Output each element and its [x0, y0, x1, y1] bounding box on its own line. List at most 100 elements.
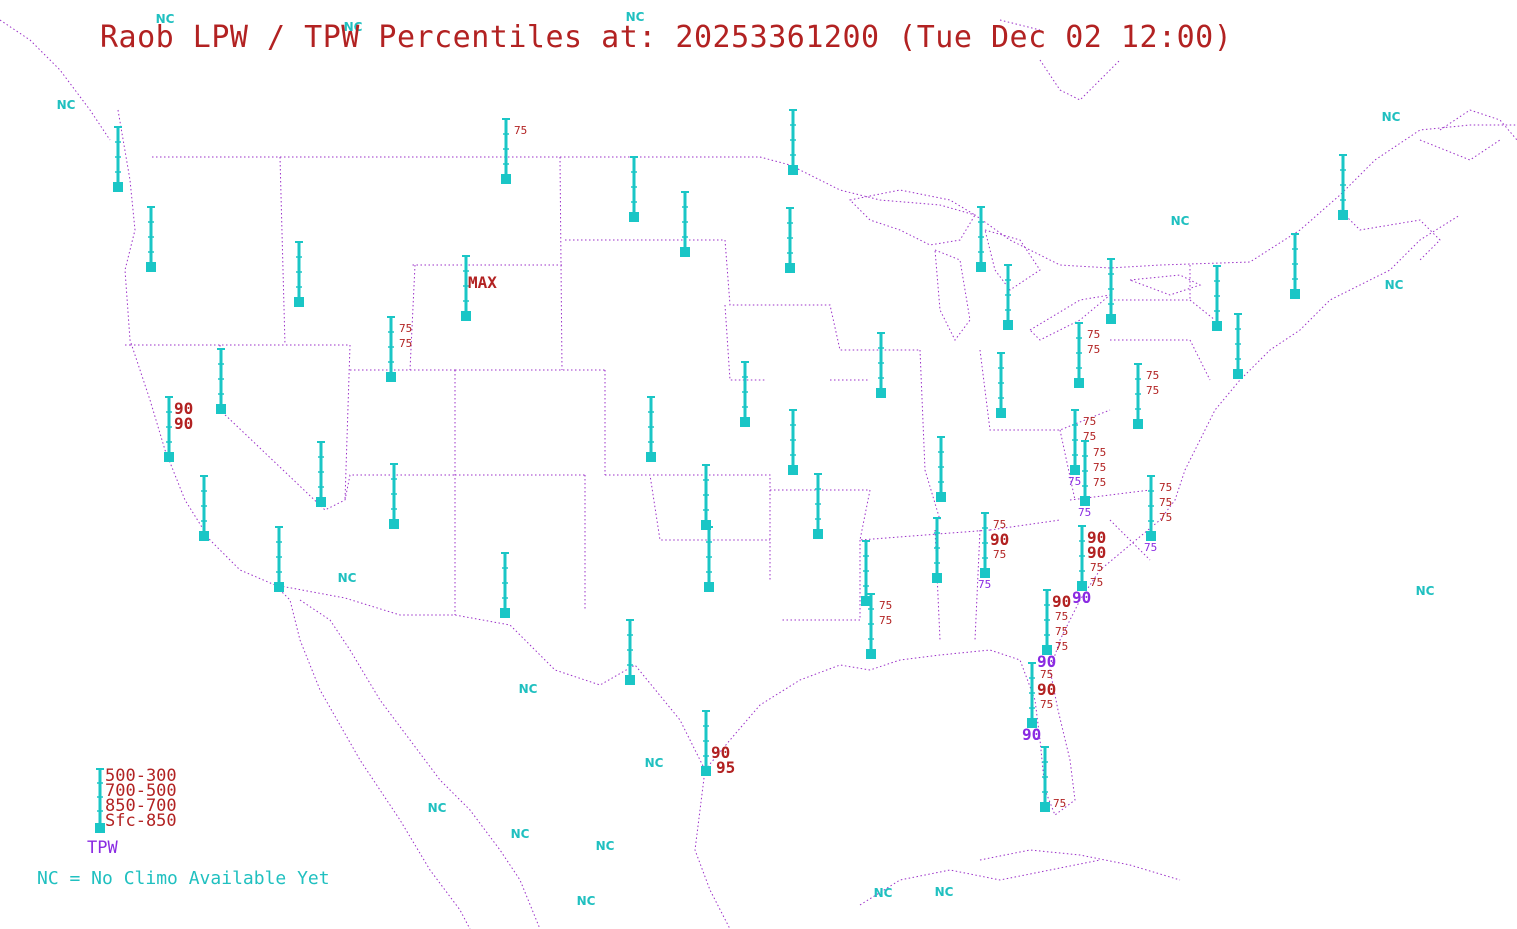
great-lakes [848, 189, 1202, 341]
station-square [1338, 210, 1348, 220]
nc-label: NC [511, 827, 530, 841]
station-square [788, 465, 798, 475]
nc-label: NC [577, 894, 596, 908]
percentile-label: 90 [711, 743, 730, 762]
percentile-label: 75 [993, 518, 1006, 531]
station-square [1027, 718, 1037, 728]
station-marker [1338, 154, 1348, 220]
station-square [936, 492, 946, 502]
percentile-label: 75 [1078, 506, 1091, 519]
station-square [274, 582, 284, 592]
station-marker [294, 241, 304, 307]
percentile-label: 75 [1159, 496, 1172, 509]
nc-label: NC [874, 886, 893, 900]
station-square [876, 388, 886, 398]
station-marker [680, 191, 690, 257]
percentile-label: 90 [174, 399, 193, 418]
nc-label: NC [1385, 278, 1404, 292]
nc-label: NC [57, 98, 76, 112]
percentile-label: 75 [1053, 797, 1066, 810]
station-marker [996, 352, 1006, 418]
nc-label: NC [1416, 584, 1435, 598]
cuba-coast [979, 849, 1181, 881]
station-marker [976, 206, 986, 272]
percentile-label: 90 [1022, 725, 1041, 744]
legend-layer-700-500: 700-500 [105, 781, 177, 801]
percentile-label: 90 [174, 414, 193, 433]
percentile-label: 75 [1159, 511, 1172, 524]
station-marker: 75 75 75 75 [1078, 440, 1106, 519]
percentile-label: 75 [1087, 328, 1100, 341]
station-marker [813, 473, 823, 539]
nc-label: NC [338, 571, 357, 585]
station-marker [932, 517, 942, 583]
station-square [1212, 321, 1222, 331]
station-square [932, 573, 942, 583]
station-square [996, 408, 1006, 418]
station-marker: 75 75 75 [1068, 409, 1096, 488]
canada-border [152, 124, 1517, 269]
percentile-label: 75 [1068, 475, 1081, 488]
station-marker [1233, 313, 1243, 379]
station-marker [876, 332, 886, 398]
station-square [113, 182, 123, 192]
percentile-label: 90 [1072, 588, 1091, 607]
station-square [813, 529, 823, 539]
station-square [294, 297, 304, 307]
newfoundland-coast [1439, 109, 1517, 141]
nc-label: NC [935, 885, 954, 899]
percentile-label: 75 [1146, 384, 1159, 397]
station-square [976, 262, 986, 272]
station-square [740, 417, 750, 427]
percentile-label: MAX [468, 273, 497, 292]
nc-label: NC [645, 756, 664, 770]
station-marker [936, 436, 946, 502]
legend-layer-850-700: 850-700 [105, 796, 177, 816]
station-marker [788, 409, 798, 475]
hudson-bay-coast [0, 19, 1501, 261]
station-markers: 75MAX75759090909575757575757575757575757… [113, 109, 1348, 812]
percentile-label: 75 [1159, 481, 1172, 494]
percentile-label: 90 [1052, 592, 1071, 611]
percentile-label: 75 [1055, 610, 1068, 623]
station-square [500, 608, 510, 618]
state-boundaries [0, 19, 1517, 929]
percentile-label: 75 [1090, 576, 1103, 589]
station-marker [629, 156, 639, 222]
station-marker [861, 540, 871, 606]
station-square [785, 263, 795, 273]
station-square [1042, 645, 1052, 655]
station-square [788, 165, 798, 175]
station-marker: 75 75 75 75 [1144, 475, 1172, 554]
station-marker: 75 [1040, 746, 1066, 812]
percentile-label: 75 [879, 614, 892, 627]
nc-label: NC [156, 12, 175, 26]
station-square [461, 311, 471, 321]
nc-label: NC [626, 10, 645, 24]
station-marker [625, 619, 635, 685]
percentile-label: 75 [1040, 668, 1053, 681]
nc-label: NC [1382, 110, 1401, 124]
station-marker [389, 463, 399, 529]
station-marker [500, 552, 510, 618]
yucatan-coast [859, 859, 1101, 906]
nc-note: NC = No Climo Available Yet [37, 868, 330, 889]
station-square [680, 247, 690, 257]
station-marker [146, 206, 156, 272]
legend-layer-500-300: 500-300 [105, 766, 177, 786]
nc-label: NC [428, 801, 447, 815]
station-square [216, 404, 226, 414]
mexico-border [274, 584, 706, 771]
percentile-label: 75 [1055, 625, 1068, 638]
station-marker [1106, 258, 1116, 324]
station-square [1070, 465, 1080, 475]
state-lines [125, 156, 1216, 641]
nc-label: NC [344, 20, 363, 34]
percentile-label: 75 [514, 124, 527, 137]
